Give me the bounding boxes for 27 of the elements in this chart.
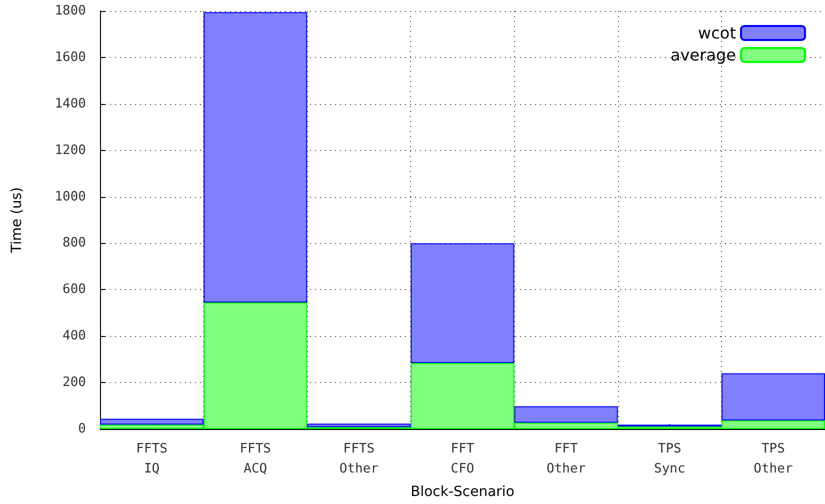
y-tick-label: 600 xyxy=(62,282,86,298)
y-tick-label: 200 xyxy=(62,375,86,390)
x-tick-label: FFTS ACQ xyxy=(240,442,272,476)
x-tick-label: TPS Other xyxy=(754,442,793,476)
legend-label: average xyxy=(670,46,736,64)
bar xyxy=(307,424,411,428)
bar xyxy=(100,418,204,425)
y-tick-label: 1800 xyxy=(54,4,86,18)
y-tick-label: 1400 xyxy=(54,96,86,112)
x-tick-label: FFT CFO xyxy=(450,442,474,476)
x-tick-label: FFTS IQ xyxy=(136,442,168,476)
y-tick-label: 0 xyxy=(78,422,86,436)
bar xyxy=(514,406,618,423)
bar xyxy=(410,243,514,364)
y-tick-label: 1000 xyxy=(54,189,86,204)
x-tick-label: TPS Sync xyxy=(654,442,686,476)
x-tick-label: FFT Other xyxy=(546,442,586,476)
legend-label: wcot xyxy=(698,24,736,42)
y-tick-label: 1600 xyxy=(54,50,86,65)
y-tick-label: 400 xyxy=(62,328,86,344)
bar xyxy=(204,12,308,302)
y-tick-label: 1200 xyxy=(54,142,86,158)
bar xyxy=(721,373,825,420)
y-tick-label: 800 xyxy=(62,236,86,251)
x-tick-label: FFTS Other xyxy=(339,442,379,476)
x-axis-title: Block-Scenario xyxy=(410,484,514,500)
y-axis-title: Time (us) xyxy=(9,187,25,254)
